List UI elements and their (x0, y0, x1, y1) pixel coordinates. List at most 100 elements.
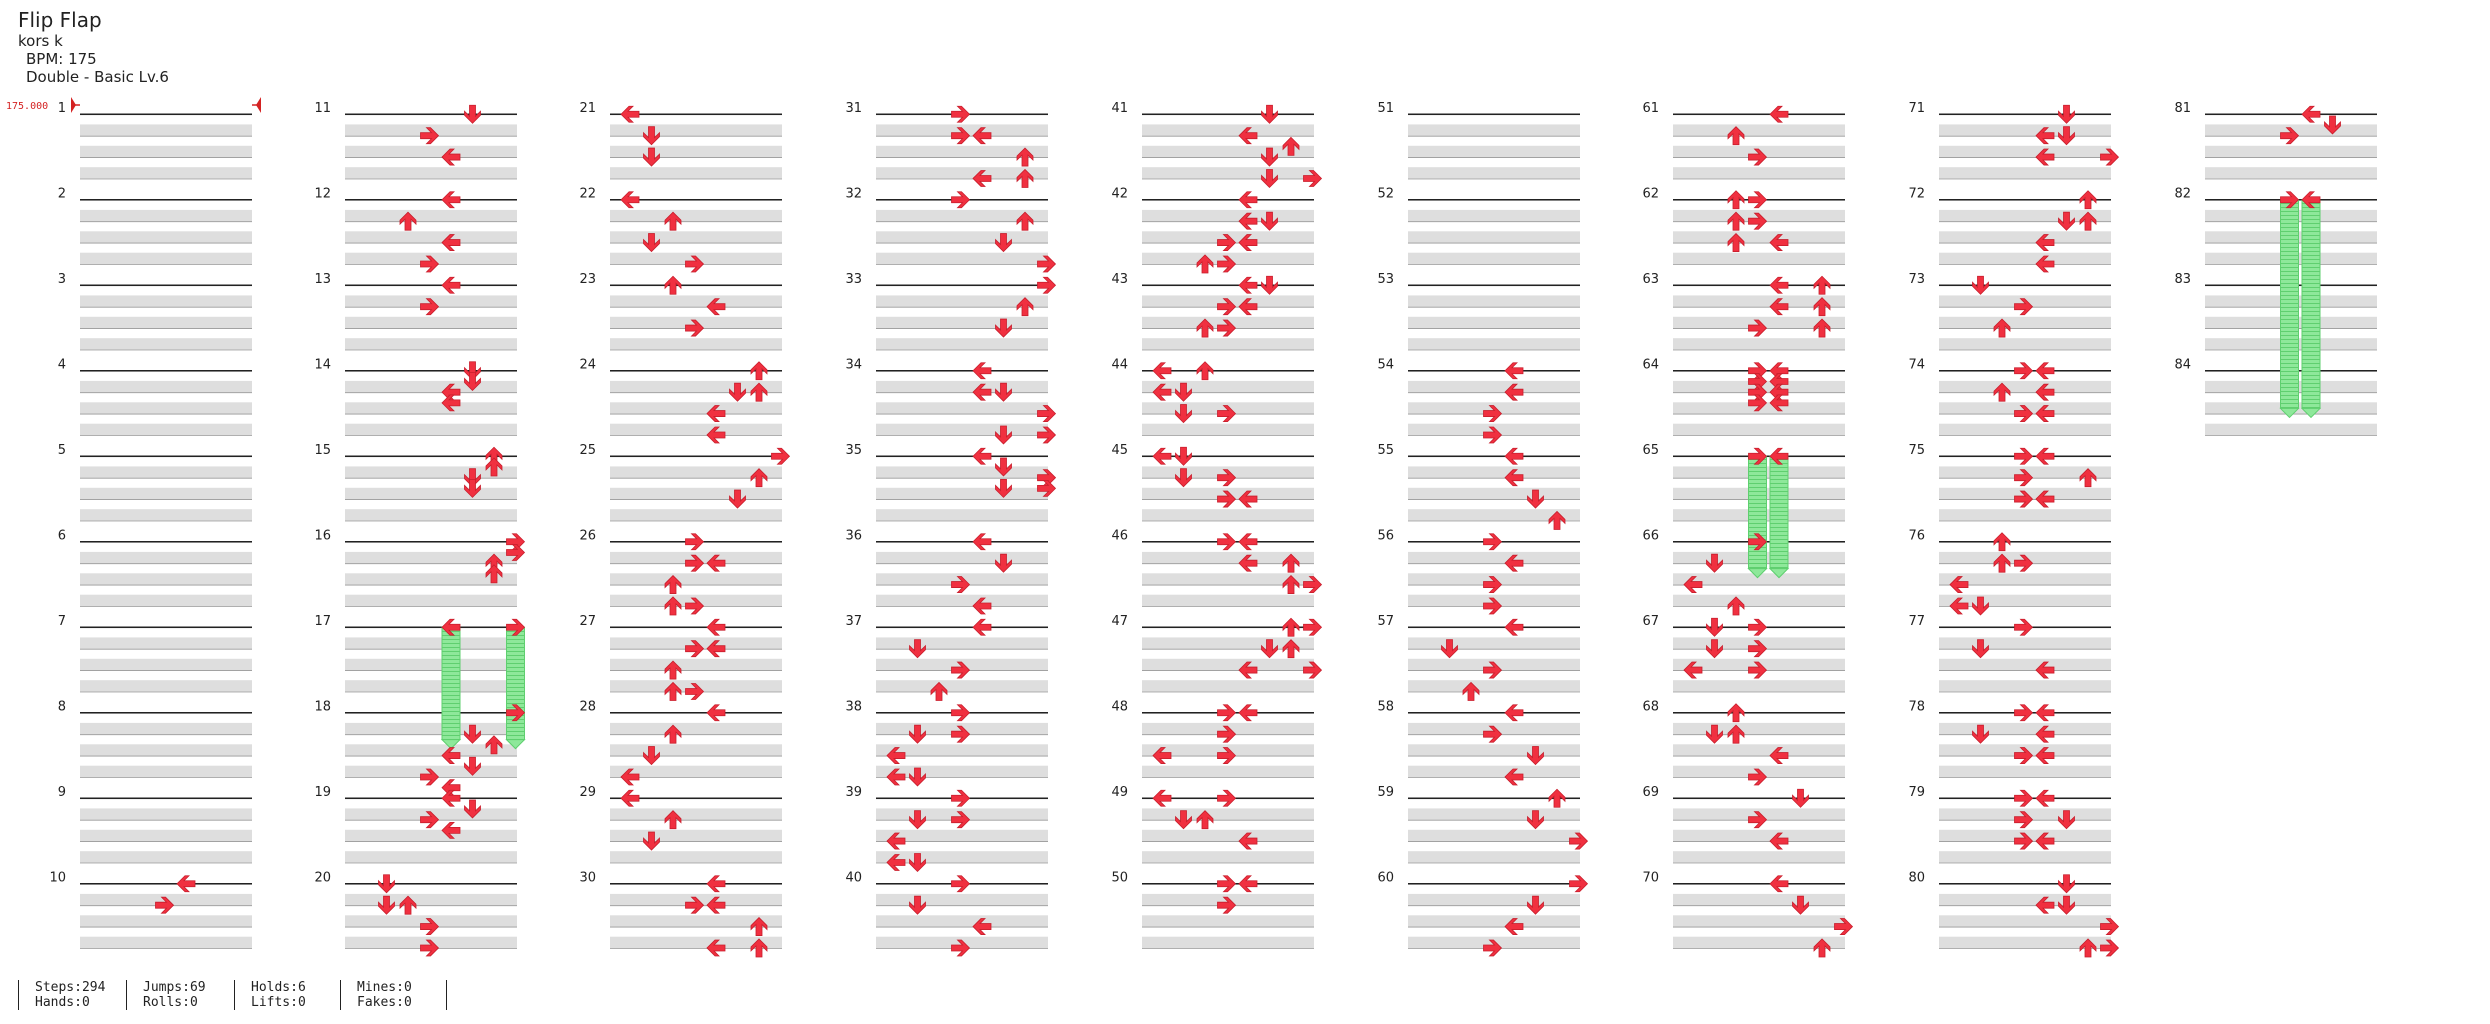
measure-number: 68 (1642, 699, 1659, 714)
stat-value: Mines:0 (357, 980, 412, 995)
arrow-right-icon (685, 640, 705, 658)
arrow-up-icon (1813, 938, 1831, 958)
arrow-down-icon (1175, 404, 1192, 424)
beat-band (876, 445, 1048, 457)
arrow-right-icon (2014, 298, 2034, 316)
arrow-up-icon (1016, 211, 1034, 231)
measure-number: 51 (1377, 101, 1394, 116)
beat-band (876, 594, 1048, 607)
arrow-up-icon (750, 382, 768, 402)
beat-band (1408, 145, 1580, 158)
arrow-right-icon (951, 704, 971, 722)
beat-band (610, 658, 782, 671)
measure-number: 45 (1111, 443, 1128, 458)
beat-band (345, 829, 517, 842)
beat-band (80, 380, 252, 393)
beat-band (1408, 509, 1580, 521)
beat-band (610, 466, 782, 479)
arrow-left-icon (1504, 918, 1524, 935)
arrow-up-icon (399, 895, 417, 915)
beat-band (610, 573, 782, 586)
arrow-right-icon (685, 683, 705, 700)
beat-band (1408, 252, 1580, 265)
arrow-down-icon (729, 489, 746, 509)
arrow-right-icon (951, 576, 971, 593)
arrow-up-icon (485, 457, 503, 477)
beat-band (1408, 487, 1580, 500)
arrow-down-icon (643, 126, 660, 146)
arrow-left-icon (441, 191, 461, 209)
beat-band (1142, 594, 1314, 607)
beat-band (80, 124, 252, 137)
beat-band (1142, 680, 1314, 692)
arrow-right-icon (2014, 447, 2034, 465)
arrow-right-icon (1037, 405, 1057, 422)
measure-28: 28 (579, 699, 782, 778)
bpm-marker-label: 175.000 (6, 101, 48, 112)
measure-7: 7 (58, 614, 252, 693)
arrow-down-icon (909, 810, 926, 830)
arrow-up-icon (2079, 211, 2097, 231)
beat-band (1673, 252, 1845, 265)
beat-band (1939, 573, 2111, 586)
beat-band (876, 231, 1048, 244)
arrow-down-icon (1175, 446, 1192, 466)
arrow-left-icon (620, 789, 640, 807)
arrow-left-icon (1238, 704, 1258, 722)
hold-note (1747, 455, 1768, 579)
arrow-left-icon (706, 704, 726, 722)
beat-band (1673, 295, 1845, 308)
beat-band (610, 359, 782, 372)
arrow-left-icon (706, 298, 726, 316)
arrow-left-icon (1238, 832, 1258, 850)
arrow-up-icon (1196, 254, 1214, 274)
measure-41: 41 (1111, 101, 1314, 180)
beat-band (1673, 893, 1845, 906)
arrow-up-icon (1813, 275, 1831, 295)
beat-band (80, 530, 252, 543)
beat-band (1408, 637, 1580, 650)
arrow-left-icon (2035, 447, 2055, 465)
arrow-up-icon (1813, 297, 1831, 317)
measure-number: 47 (1111, 614, 1128, 629)
arrow-left-icon (972, 127, 992, 145)
beat-band (876, 509, 1048, 521)
beat-band (1939, 338, 2111, 350)
beat-band (876, 680, 1048, 692)
arrow-up-icon (1993, 553, 2011, 573)
measure-number: 33 (845, 272, 862, 287)
beat-band (610, 744, 782, 757)
beat-band (80, 637, 252, 650)
arrow-right-icon (155, 896, 175, 914)
measure-number: 59 (1377, 785, 1394, 800)
beat-band (1673, 829, 1845, 842)
arrow-left-icon (1238, 875, 1258, 893)
beat-band (1408, 551, 1580, 564)
arrow-right-icon (1748, 191, 1768, 209)
measure-25: 25 (579, 443, 782, 522)
beat-band (610, 808, 782, 821)
beat-band (876, 167, 1048, 179)
measure-number: 57 (1377, 614, 1394, 629)
arrow-right-icon (1483, 661, 1503, 679)
measure-17: 17 (314, 614, 517, 693)
arrow-down-icon (464, 372, 481, 392)
arrow-down-icon (909, 895, 926, 915)
arrow-right-icon (685, 554, 705, 572)
beat-band (876, 851, 1048, 863)
measure-8: 8 (58, 699, 252, 778)
beat-band (80, 936, 252, 949)
measure-number: 66 (1642, 528, 1659, 543)
measure-number: 25 (579, 443, 596, 458)
beat-band (1673, 124, 1845, 137)
arrow-right-icon (506, 544, 526, 561)
arrow-left-icon (441, 747, 461, 764)
beat-band (876, 893, 1048, 906)
beat-band (1939, 274, 2111, 286)
arrow-left-icon (972, 170, 992, 187)
beat-band (1142, 124, 1314, 137)
arrow-right-icon (1483, 725, 1503, 743)
arrow-down-icon (1527, 489, 1544, 509)
arrow-up-icon (2079, 468, 2097, 488)
beat-band (1142, 445, 1314, 457)
